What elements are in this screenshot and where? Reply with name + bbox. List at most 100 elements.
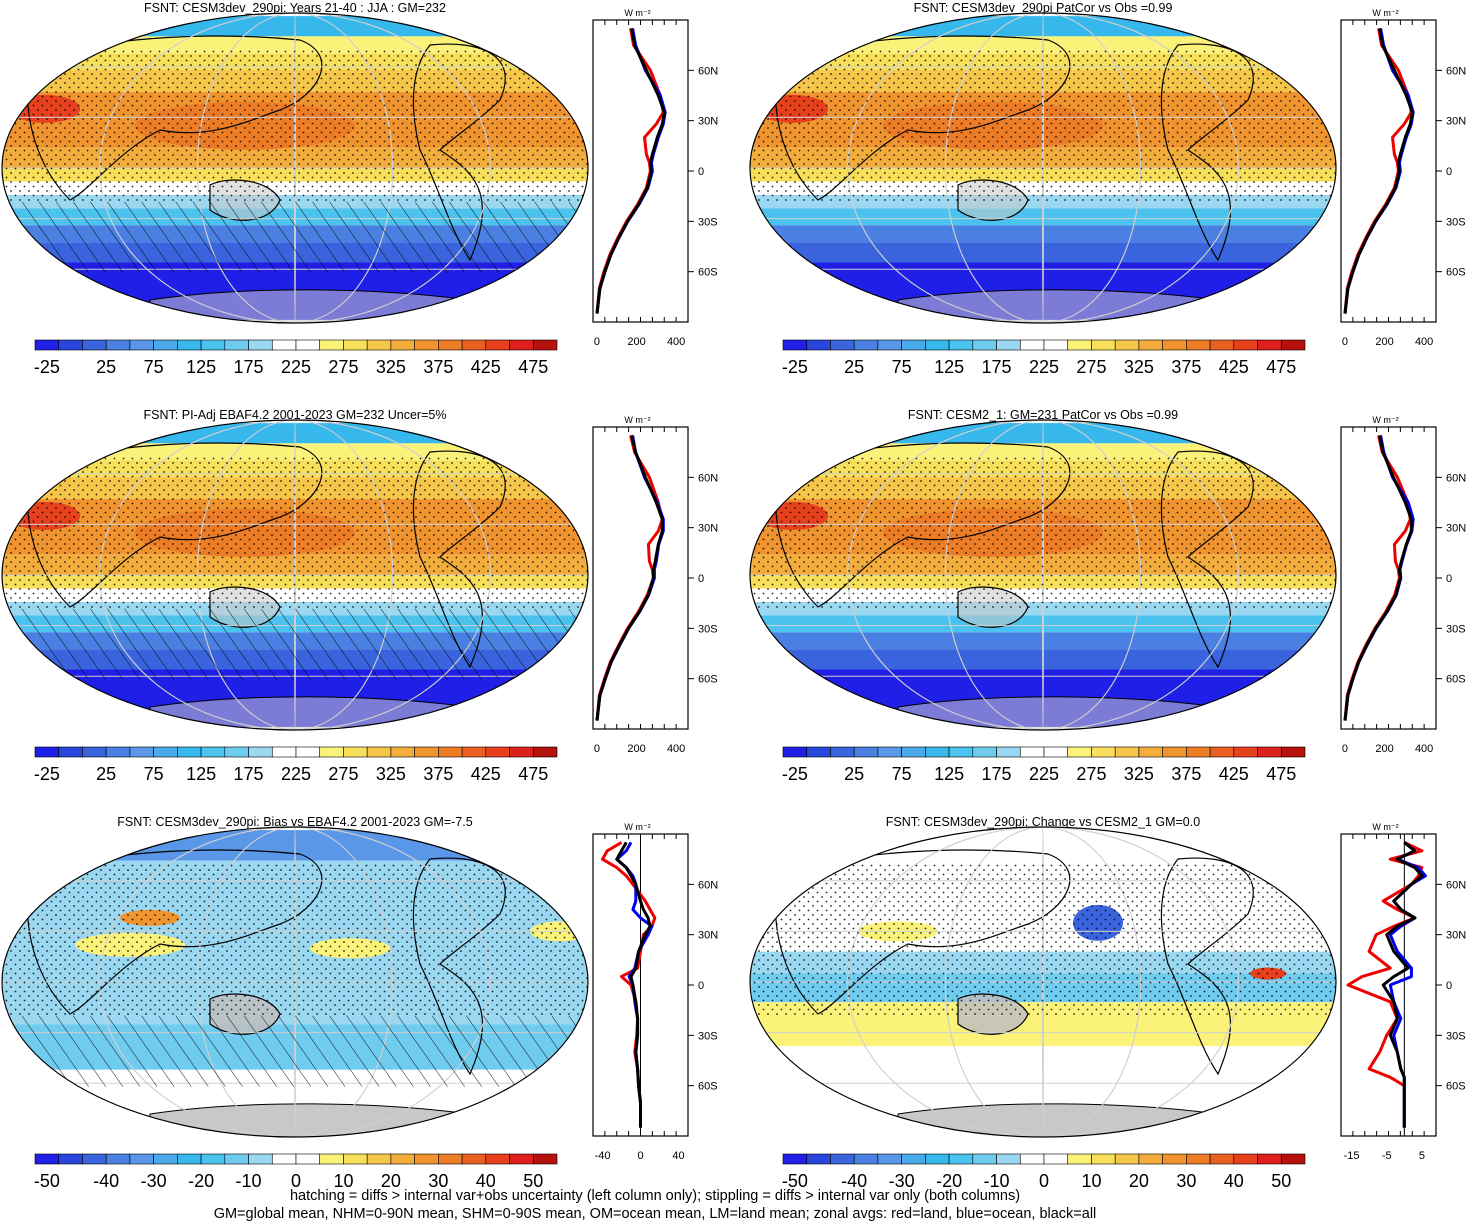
zonal-series-all: [595, 28, 666, 314]
colorbar-swatch: [129, 339, 154, 351]
colorbar-swatch: [1162, 746, 1187, 758]
zonal-lat-label: 0: [1446, 980, 1452, 992]
zonal-unit-label: W m⁻²: [624, 415, 650, 425]
zonal-x-label: 0: [594, 743, 600, 755]
colorbar-swatch: [390, 339, 415, 351]
colorbar-swatch: [853, 746, 879, 758]
figure-panel: FSNT: CESM3dev_290pi: Bias vs EBAF4.2 20…: [0, 814, 740, 1221]
colorbar-label: 0: [291, 1171, 301, 1191]
colorbar-label: -20: [188, 1171, 214, 1191]
zonal-x-label: 400: [667, 336, 685, 348]
zonal-lat-label: 0: [698, 573, 704, 585]
colorbar-swatch: [485, 339, 510, 351]
zonal-series-all: [615, 841, 652, 1128]
zonal-lat-label: 30S: [698, 1030, 718, 1042]
colorbar-swatch: [830, 1153, 855, 1165]
colorbar-swatch: [996, 1153, 1021, 1165]
colorbar-swatch: [1257, 746, 1282, 758]
colorbar-swatch: [806, 746, 831, 758]
colorbar-label: 50: [523, 1171, 543, 1191]
color-band: [750, 632, 1336, 650]
zonal-lat-label: 30N: [1446, 930, 1466, 942]
colorbar-label: 75: [892, 357, 912, 377]
colorbar-swatch: [782, 746, 808, 758]
zonal-x-label: 200: [1375, 743, 1393, 755]
colorbar-swatch: [1114, 1153, 1140, 1165]
colorbar-swatch: [1019, 746, 1045, 758]
colorbar-swatch: [901, 339, 926, 351]
colorbar-label: 25: [96, 764, 116, 784]
colorbar-swatch: [806, 1153, 831, 1165]
colorbar-swatch: [224, 746, 249, 758]
colorbar-swatch: [972, 339, 997, 351]
colorbar-label: 375: [1171, 357, 1201, 377]
colorbar-label: -10: [984, 1171, 1010, 1191]
colorbar-swatch: [1067, 1153, 1092, 1165]
stippling: [2, 49, 588, 202]
zonal-x-label: 0: [1342, 743, 1348, 755]
colorbar-label: 125: [934, 357, 964, 377]
colorbar-swatch: [925, 339, 950, 351]
colorbar-swatch: [200, 746, 226, 758]
colorbar-swatch: [830, 746, 855, 758]
zonal-unit-label: W m⁻²: [1372, 822, 1398, 832]
zonal-series-all: [1343, 28, 1414, 314]
zonal-lat-label: 0: [1446, 573, 1452, 585]
zonal-lat-label: 60S: [1446, 674, 1466, 686]
colorbar-swatch: [1091, 339, 1116, 351]
colorbar-swatch: [1138, 339, 1163, 351]
color-band: [2, 16, 588, 37]
antarctica-outline: [149, 289, 471, 323]
zonal-lat-label: 30S: [698, 216, 718, 228]
colorbar-swatch: [1043, 746, 1069, 758]
colorbar-swatch: [366, 339, 392, 351]
colorbar-swatch: [248, 746, 273, 758]
colorbar-label: 425: [471, 764, 501, 784]
colorbar-swatch: [996, 746, 1021, 758]
colorbar-label: -40: [93, 1171, 119, 1191]
colorbar-swatch: [1257, 1153, 1282, 1165]
colorbar-label: 20: [381, 1171, 401, 1191]
map-field: [750, 827, 1336, 1137]
zonal-series-all: [595, 435, 664, 721]
colorbar-label: 225: [281, 357, 311, 377]
colorbar-swatch: [343, 746, 368, 758]
colorbar-label: -25: [34, 357, 60, 377]
colorbar-label: 475: [1266, 357, 1296, 377]
colorbar-swatch: [248, 1153, 273, 1165]
zonal-x-label: 40: [672, 1150, 684, 1162]
colorbar-swatch: [782, 1153, 808, 1165]
zonal-lat-label: 60N: [698, 879, 718, 891]
zonal-lat-label: 30N: [1446, 116, 1466, 128]
colorbar-swatch: [271, 746, 297, 758]
zonal-unit-label: W m⁻²: [624, 8, 650, 18]
colorbar-label: 225: [281, 764, 311, 784]
colorbar-label: 50: [1271, 1171, 1291, 1191]
colorbar-swatch: [129, 746, 154, 758]
colorbar-label: 30: [428, 1171, 448, 1191]
zonal-lat-label: 0: [698, 980, 704, 992]
colorbar-swatch: [414, 746, 439, 758]
zonal-x-label: 200: [627, 336, 645, 348]
color-band: [750, 225, 1336, 243]
figure-panel: FSNT: CESM3dev_290pi: Change vs CESM2_1 …: [748, 814, 1483, 1221]
colorbar-swatch: [177, 746, 202, 758]
colorbar-swatch: [948, 746, 974, 758]
colorbar-swatch: [1186, 339, 1211, 351]
zonal-lat-label: 30N: [698, 116, 718, 128]
colorbar-swatch: [1138, 746, 1163, 758]
figure-panel: FSNT: PI-Adj EBAF4.2 2001-2023 GM=232 Un…: [0, 407, 740, 814]
colorbar-swatch: [295, 1153, 321, 1165]
zonal-lat-label: 60S: [698, 674, 718, 686]
colorbar-swatch: [901, 1153, 926, 1165]
colorbar-swatch: [948, 339, 974, 351]
hatching: [2, 608, 588, 680]
colorbar-label: 325: [1124, 764, 1154, 784]
colorbar-label: 475: [1266, 764, 1296, 784]
colorbar-swatch: [877, 1153, 902, 1165]
colorbar-label: 175: [982, 764, 1012, 784]
figure-panel: FSNT: CESM2_1: GM=231 PatCor vs Obs =0.9…: [748, 407, 1483, 814]
colorbar-swatch: [509, 1153, 534, 1165]
colorbar-label: 175: [234, 764, 264, 784]
colorbar-swatch: [319, 746, 344, 758]
